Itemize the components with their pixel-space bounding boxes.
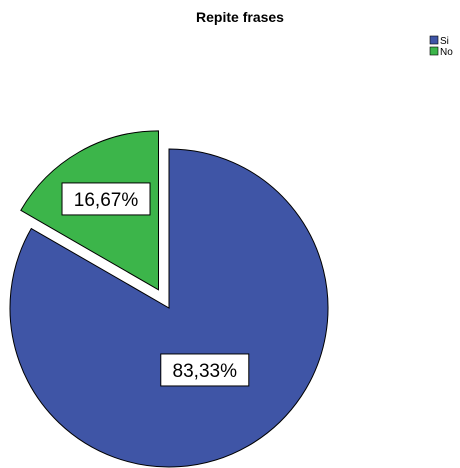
slice-label-si: 83,33% [161, 354, 249, 386]
legend-swatch [430, 36, 438, 44]
slice-label-no: 16,67% [62, 183, 150, 215]
slice-label-text: 83,33% [173, 361, 238, 382]
legend-item-si: Si [430, 36, 449, 47]
pie-slices [10, 131, 328, 467]
slice-label-text: 16,67% [74, 190, 139, 211]
chart-title: Repite frases [196, 9, 284, 25]
legend-label: No [440, 47, 453, 58]
legend-swatch [430, 47, 438, 55]
legend-item-no: No [430, 47, 453, 58]
legend-label: Si [440, 36, 449, 47]
